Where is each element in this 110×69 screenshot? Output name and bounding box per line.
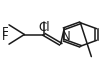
Text: N: N xyxy=(62,30,70,43)
Text: F: F xyxy=(2,26,8,39)
Text: F: F xyxy=(2,30,8,43)
Text: Cl: Cl xyxy=(38,21,50,34)
